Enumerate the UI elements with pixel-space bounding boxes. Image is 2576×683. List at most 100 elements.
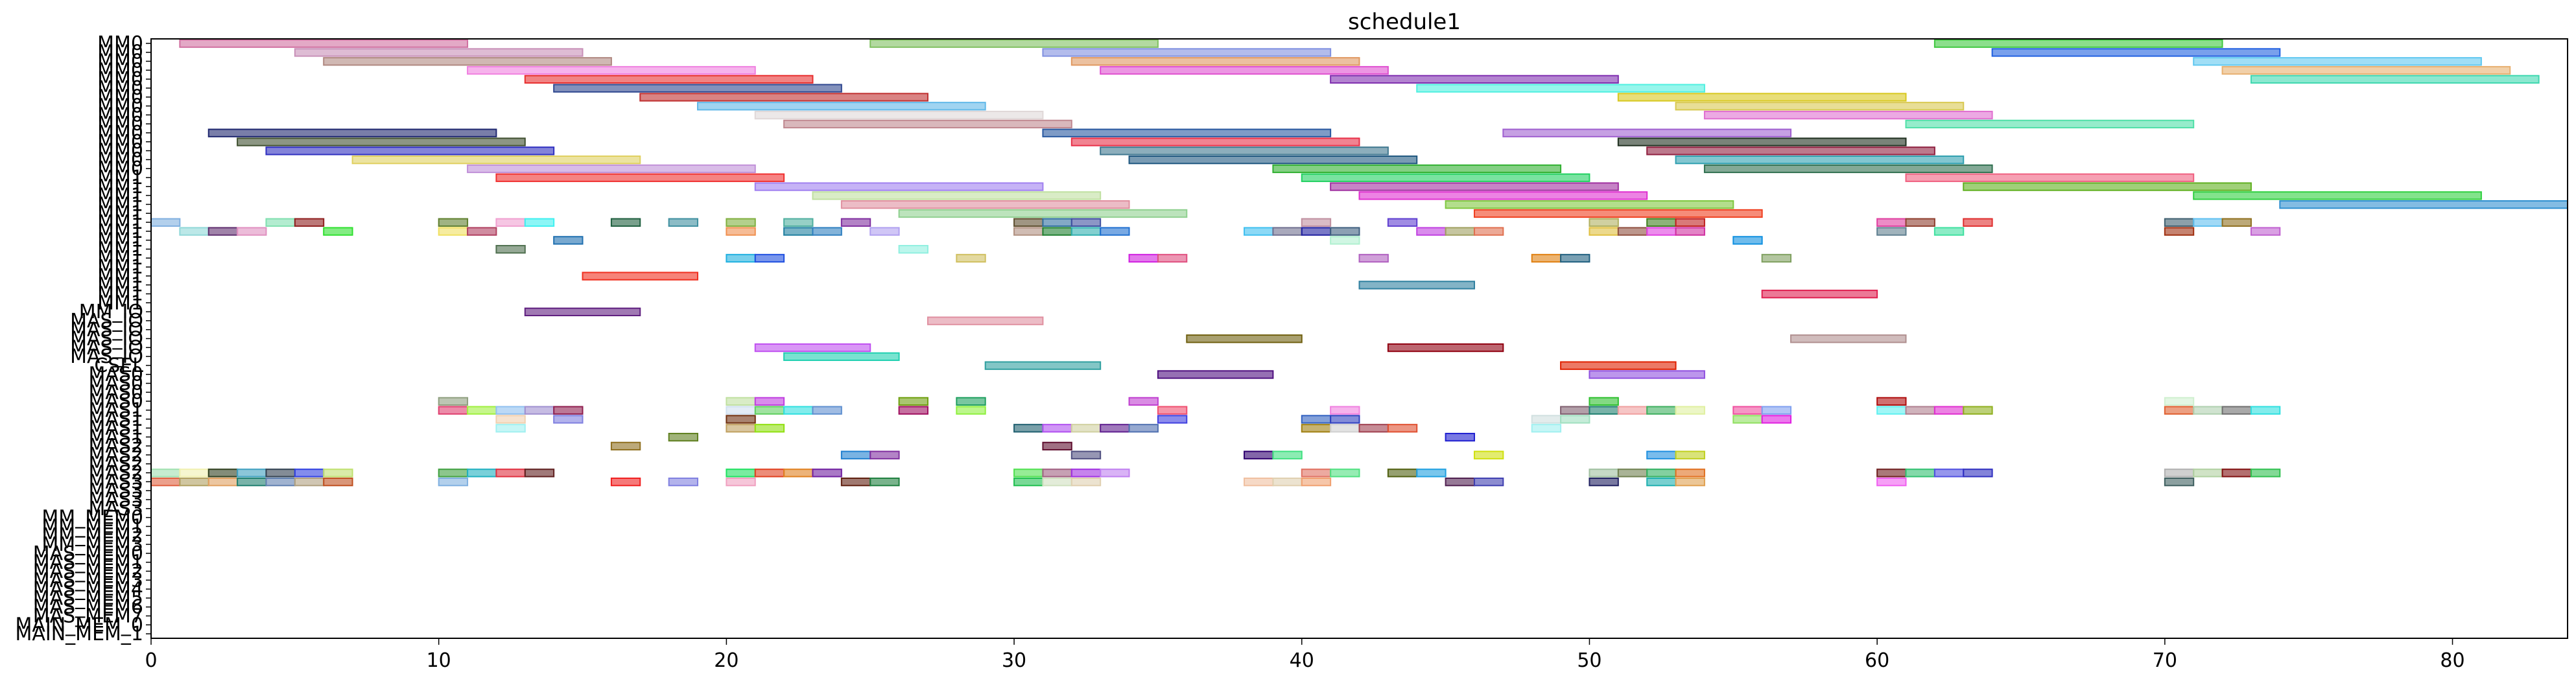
y-tick-label: MM0 [97, 32, 143, 55]
task-bar [1617, 227, 1648, 236]
task-bar [610, 477, 641, 487]
task-bar [1675, 155, 1965, 165]
task-bar [726, 477, 756, 487]
task-bar [2164, 406, 2195, 415]
task-bar [438, 406, 469, 415]
y-tick-label: MAS2 [88, 444, 143, 467]
task-bar [2221, 406, 2252, 415]
task-bar [1502, 128, 1792, 137]
task-bar [1703, 110, 1993, 120]
y-tick-label: MM0 [97, 131, 143, 154]
y-tick-labels: MM0MM0MM0MM0MM0MM0MM0MM0MM0MM0MM0MM0MM0M… [15, 32, 151, 645]
task-bar [1416, 227, 1447, 236]
y-tick-label: MAS_MEM2 [33, 560, 143, 583]
plot-frame [150, 38, 2568, 639]
task-bar [726, 415, 756, 424]
x-tick-label: 40 [1290, 649, 1314, 672]
task-bar [179, 39, 469, 48]
x-tick-label: 60 [1865, 649, 1889, 672]
y-tick-label: MAS3 [88, 480, 143, 502]
task-bar [610, 441, 641, 451]
task-bar [726, 218, 756, 227]
task-bar [265, 477, 296, 487]
y-tick-label: MM0 [97, 104, 143, 126]
task-bar [1013, 477, 1044, 487]
task-bar [2221, 218, 2252, 227]
y-tick-label: MM0 [97, 148, 143, 171]
task-bar [1301, 227, 1332, 236]
task-bar [1589, 477, 1619, 487]
task-bar [2193, 469, 2223, 478]
x-tick-label: 0 [145, 649, 157, 672]
y-tick-label: MAS_MEM5 [33, 587, 143, 610]
task-bar [294, 48, 584, 57]
task-bar [1244, 477, 1274, 487]
task-bar [783, 119, 1072, 129]
task-bar [840, 200, 1130, 209]
y-tick-label: MM1 [97, 292, 143, 314]
task-bar [495, 424, 526, 433]
task-bar [668, 218, 699, 227]
task-bar [467, 469, 497, 478]
task-bar [1646, 477, 1677, 487]
task-bar [956, 406, 986, 415]
task-bar [1473, 227, 1504, 236]
task-bar [1070, 469, 1102, 478]
task-bar [1272, 477, 1303, 487]
x-tick-label: 30 [1002, 649, 1026, 672]
task-bar [1646, 469, 1677, 478]
task-bar [438, 227, 469, 236]
y-tick-label: MAS_IO [70, 345, 143, 368]
task-bar [754, 182, 1044, 191]
task-bar [1301, 424, 1332, 433]
y-tick-label: MM1 [97, 229, 143, 252]
task-bar [1761, 290, 1878, 299]
task-bar [1473, 209, 1763, 218]
task-bar [1991, 48, 2281, 57]
task-bar [150, 469, 181, 478]
task-bar [1646, 218, 1677, 227]
task-bar [524, 469, 555, 478]
task-bar [524, 75, 814, 84]
task-bar [1589, 227, 1619, 236]
task-bar [1675, 227, 1705, 236]
task-bar [1330, 406, 1360, 415]
y-tick-label: MAIN_MEM_1 [15, 623, 143, 645]
task-bar [265, 146, 555, 156]
task-bar [898, 245, 928, 254]
task-bar [783, 406, 814, 415]
task-bar [323, 477, 353, 487]
y-tick-label: MM0 [97, 86, 143, 109]
y-tick-label: MM_IO [79, 301, 143, 323]
task-bar [1531, 253, 1562, 263]
task-bar [351, 155, 641, 165]
task-bar [495, 245, 526, 254]
y-tick-label: MAS_IO [70, 310, 143, 332]
task-bar [956, 397, 986, 406]
y-tick-label: MM1 [97, 193, 143, 216]
x-tick-label: 20 [714, 649, 739, 672]
y-tick-label: MAS_MEM7 [33, 605, 143, 627]
task-bar [726, 406, 756, 415]
task-bar [726, 424, 756, 433]
task-bar [179, 469, 209, 478]
task-bar [1675, 406, 1705, 415]
y-tick-label: MAS0 [88, 390, 143, 413]
task-bar [1100, 424, 1130, 433]
task-bar [553, 415, 584, 424]
task-bar [1013, 227, 1044, 236]
task-bar [1100, 65, 1389, 75]
task-bar [812, 227, 842, 236]
y-tick-label: MAS3 [88, 470, 143, 493]
task-bar [1560, 406, 1590, 415]
x-tick-label: 10 [427, 649, 451, 672]
task-bar [1330, 236, 1360, 245]
task-bar [1070, 450, 1102, 459]
task-bar [1617, 406, 1648, 415]
task-bar [2250, 75, 2540, 84]
task-bar [1761, 406, 1792, 415]
task-bar [1128, 397, 1159, 406]
task-bar [294, 477, 325, 487]
